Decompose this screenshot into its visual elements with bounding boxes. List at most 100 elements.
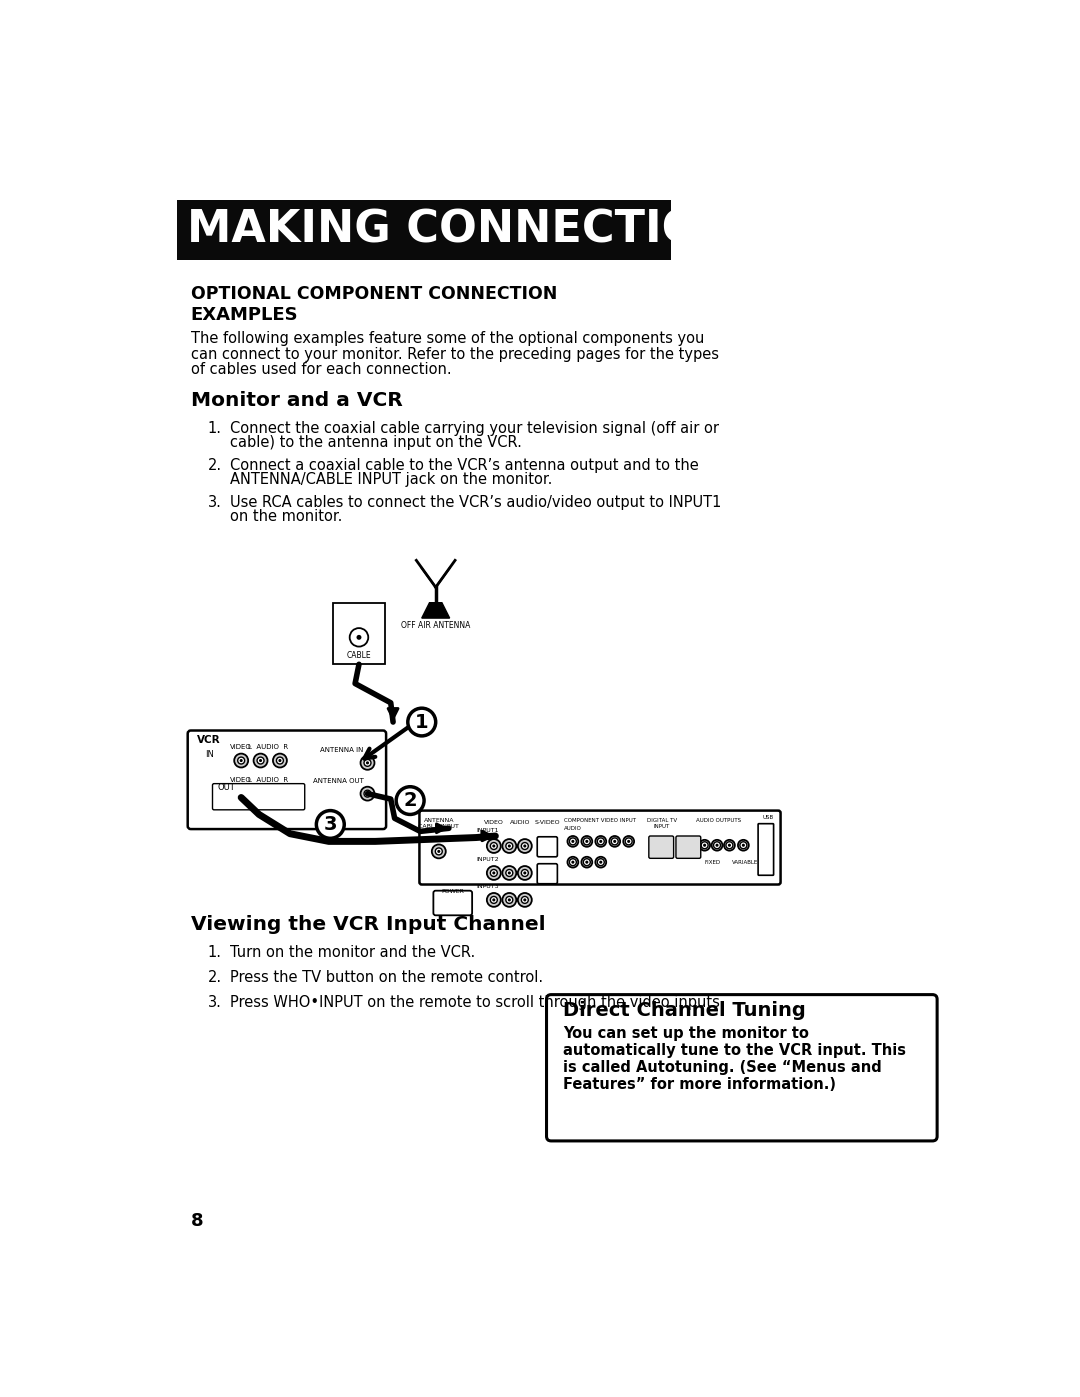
Circle shape — [715, 844, 718, 847]
Text: is called Autotuning. (See “Menus and: is called Autotuning. (See “Menus and — [563, 1059, 881, 1074]
Circle shape — [279, 759, 282, 763]
Circle shape — [726, 842, 733, 849]
Text: of cables used for each connection.: of cables used for each connection. — [191, 362, 451, 377]
Text: OPTIONAL COMPONENT CONNECTION: OPTIONAL COMPONENT CONNECTION — [191, 285, 557, 303]
FancyBboxPatch shape — [213, 784, 305, 810]
Circle shape — [522, 897, 528, 904]
Text: ANTENNA: ANTENNA — [423, 819, 454, 823]
Text: VCR: VCR — [197, 735, 220, 745]
Circle shape — [627, 840, 631, 842]
Text: 1: 1 — [415, 712, 429, 732]
Text: IN: IN — [205, 750, 214, 759]
Circle shape — [234, 753, 248, 767]
Text: COMPONENT VIDEO INPUT: COMPONENT VIDEO INPUT — [564, 819, 636, 823]
Circle shape — [254, 791, 268, 805]
Circle shape — [597, 838, 605, 845]
Text: You can set up the monitor to: You can set up the monitor to — [563, 1025, 809, 1041]
Circle shape — [738, 840, 748, 851]
Text: L  AUDIO  R: L AUDIO R — [248, 745, 288, 750]
Text: Viewing the VCR Input Channel: Viewing the VCR Input Channel — [191, 915, 545, 935]
Circle shape — [240, 759, 243, 763]
Text: Features” for more information.): Features” for more information.) — [563, 1077, 836, 1091]
Circle shape — [502, 840, 516, 854]
FancyBboxPatch shape — [649, 835, 674, 858]
Text: VARIABLE: VARIABLE — [732, 861, 758, 866]
FancyBboxPatch shape — [433, 891, 472, 915]
Text: on the monitor.: on the monitor. — [230, 509, 342, 524]
Text: INPUT: INPUT — [653, 824, 670, 830]
Text: Monitor and a VCR: Monitor and a VCR — [191, 391, 403, 411]
Circle shape — [569, 859, 577, 866]
Circle shape — [364, 791, 372, 798]
Circle shape — [581, 856, 592, 868]
Circle shape — [487, 866, 501, 880]
Circle shape — [508, 898, 511, 901]
Circle shape — [699, 840, 710, 851]
Text: OUT: OUT — [218, 782, 235, 792]
Text: Press WHO•INPUT on the remote to scroll through the video inputs.: Press WHO•INPUT on the remote to scroll … — [230, 995, 725, 1010]
Circle shape — [714, 842, 720, 849]
Circle shape — [724, 840, 734, 851]
Circle shape — [569, 838, 577, 845]
Circle shape — [361, 787, 375, 800]
Text: INPUT3: INPUT3 — [476, 884, 499, 890]
Circle shape — [517, 840, 531, 854]
FancyBboxPatch shape — [537, 863, 557, 884]
Text: 3.: 3. — [207, 495, 221, 510]
Circle shape — [571, 861, 575, 863]
Circle shape — [502, 893, 516, 907]
Circle shape — [492, 844, 496, 848]
Circle shape — [276, 757, 283, 764]
Circle shape — [490, 869, 497, 876]
Text: 3.: 3. — [207, 995, 221, 1010]
Circle shape — [585, 840, 589, 842]
Text: 3: 3 — [324, 814, 337, 834]
Circle shape — [435, 848, 443, 855]
Circle shape — [432, 844, 446, 858]
Circle shape — [609, 835, 620, 847]
Circle shape — [524, 872, 526, 875]
Text: The following examples feature some of the optional components you: The following examples feature some of t… — [191, 331, 704, 346]
Text: USB: USB — [762, 814, 774, 820]
Text: VIDEO: VIDEO — [230, 745, 252, 750]
Text: 2.: 2. — [207, 458, 222, 474]
Circle shape — [276, 793, 283, 800]
FancyBboxPatch shape — [188, 731, 387, 828]
Circle shape — [740, 842, 747, 849]
FancyBboxPatch shape — [546, 995, 937, 1141]
Circle shape — [257, 757, 264, 764]
Text: VIDEO: VIDEO — [230, 777, 252, 784]
FancyBboxPatch shape — [758, 824, 773, 876]
Circle shape — [437, 849, 441, 854]
Circle shape — [728, 844, 731, 847]
Text: Turn on the monitor and the VCR.: Turn on the monitor and the VCR. — [230, 944, 475, 960]
Circle shape — [257, 793, 264, 800]
Circle shape — [508, 844, 511, 848]
Text: 8: 8 — [191, 1213, 203, 1231]
Circle shape — [490, 842, 497, 849]
Text: 2: 2 — [403, 791, 417, 810]
Circle shape — [490, 897, 497, 904]
Circle shape — [238, 757, 245, 764]
Circle shape — [625, 838, 632, 845]
Circle shape — [273, 791, 287, 805]
Text: ANTENNA/CABLE INPUT jack on the monitor.: ANTENNA/CABLE INPUT jack on the monitor. — [230, 472, 552, 488]
Circle shape — [238, 793, 245, 800]
Text: INPUT1: INPUT1 — [476, 828, 499, 833]
Text: EXAMPLES: EXAMPLES — [191, 306, 298, 324]
Text: CABLE INPUT: CABLE INPUT — [418, 824, 459, 830]
Circle shape — [571, 840, 575, 842]
Circle shape — [316, 810, 345, 838]
Text: cable) to the antenna input on the VCR.: cable) to the antenna input on the VCR. — [230, 434, 522, 450]
Circle shape — [517, 866, 531, 880]
Circle shape — [505, 842, 513, 849]
Circle shape — [583, 838, 591, 845]
Text: DIGITAL TV: DIGITAL TV — [647, 819, 677, 823]
Text: ANTENNA OUT: ANTENNA OUT — [313, 778, 364, 784]
Circle shape — [356, 634, 362, 640]
Circle shape — [366, 792, 369, 795]
Circle shape — [396, 787, 424, 814]
Circle shape — [492, 898, 496, 901]
Text: Use RCA cables to connect the VCR’s audio/video output to INPUT1: Use RCA cables to connect the VCR’s audi… — [230, 495, 721, 510]
Circle shape — [240, 796, 243, 799]
